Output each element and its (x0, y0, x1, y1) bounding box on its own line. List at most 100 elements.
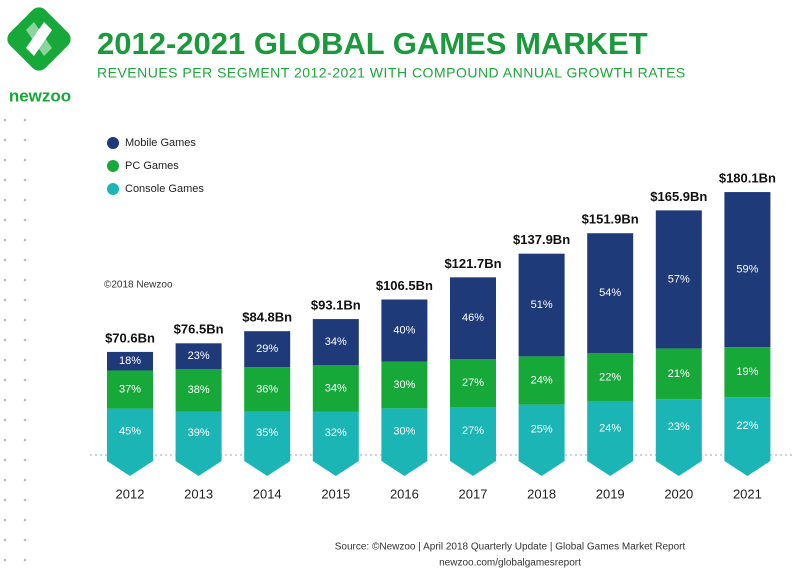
decor-dot (23, 558, 27, 562)
logo-mark (26, 22, 52, 56)
legend-label: Mobile Games (125, 137, 196, 149)
decor-dot (3, 518, 7, 522)
decor-dot (23, 458, 27, 462)
bar-segment (518, 356, 565, 405)
x-tick-label: 2017 (459, 486, 488, 501)
decor-dot (3, 178, 7, 182)
segment-label: 34% (325, 382, 347, 394)
decor-dot (3, 158, 7, 162)
segment-label: 23% (668, 421, 690, 433)
bar-segment (107, 351, 153, 371)
bar-chevron (312, 454, 359, 476)
bar-segment (450, 407, 496, 455)
bar-chevron (655, 454, 702, 476)
bar-segment (244, 367, 291, 412)
segment-label: 30% (393, 379, 415, 391)
legend-swatch (107, 183, 119, 195)
bar-segment (587, 401, 634, 455)
logo (7, 7, 71, 71)
segment-label: 23% (188, 350, 210, 362)
segment-label: 24% (599, 422, 621, 434)
total-label: $165.9Bn (650, 189, 707, 204)
bar-segment (587, 233, 634, 353)
segment-label: 34% (325, 336, 347, 348)
bar-segment (518, 253, 565, 357)
total-label: $106.5Bn (376, 278, 433, 293)
segment-label: 18% (119, 355, 141, 367)
bar-segment (381, 408, 428, 455)
decor-dot (3, 438, 7, 442)
segment-label: 38% (188, 384, 210, 396)
bar-chevron (381, 454, 428, 476)
legend-swatch (107, 160, 119, 172)
x-tick-label: 2021 (733, 486, 762, 501)
decor-dot (3, 358, 7, 362)
decor-dot (23, 198, 27, 202)
decor-dot (23, 218, 27, 222)
decor-dot (23, 398, 27, 402)
bar-segment (450, 277, 496, 360)
segment-label: 24% (531, 374, 553, 386)
decor-dot (3, 458, 7, 462)
x-tick-label: 2013 (184, 486, 213, 501)
decor-dot (3, 558, 7, 562)
total-label: $93.1Bn (311, 298, 361, 313)
bar-chevron (724, 454, 771, 476)
decor-dot (23, 118, 27, 122)
bar-segment (655, 210, 702, 349)
total-label: $137.9Bn (513, 232, 570, 247)
bar-segment (450, 359, 496, 408)
decor-dot (3, 138, 7, 142)
segment-label: 32% (325, 427, 347, 439)
bar-segment (312, 411, 359, 455)
decor-dot (3, 398, 7, 402)
brand-name: newzoo (9, 86, 71, 105)
segment-label: 45% (119, 426, 141, 438)
bar-chevron (244, 454, 291, 476)
bar-segment (175, 411, 222, 455)
segment-label: 25% (531, 424, 553, 436)
bar-segment (724, 397, 771, 455)
bar-segment (312, 365, 359, 412)
chart-title: 2012-2021 GLOBAL GAMES MARKET (97, 26, 648, 61)
bar-segment (587, 352, 634, 402)
bar-segment (107, 408, 153, 455)
x-tick-label: 2012 (116, 486, 145, 501)
decor-dot (23, 498, 27, 502)
bar-segment (107, 370, 153, 409)
bar-segment (381, 361, 428, 409)
decor-dot (3, 538, 7, 542)
total-label: $121.7Bn (444, 256, 501, 271)
bar-segment (655, 348, 702, 400)
segment-label: 39% (188, 427, 210, 439)
total-label: $151.9Bn (582, 212, 639, 227)
bar-segment (312, 319, 359, 366)
legend-swatch (107, 137, 119, 149)
total-label: $70.6Bn (105, 330, 155, 345)
decor-dot (23, 298, 27, 302)
segment-label: 36% (256, 383, 278, 395)
x-tick-label: 2016 (390, 486, 419, 501)
decor-dot (23, 378, 27, 382)
bar-chevron (587, 454, 634, 476)
x-tick-label: 2018 (527, 486, 556, 501)
bar-segment (175, 368, 222, 412)
segment-label: 30% (393, 426, 415, 438)
bar-segment (655, 399, 702, 455)
decor-dot (3, 418, 7, 422)
bar-chevron (107, 454, 153, 476)
segment-label: 54% (599, 287, 621, 299)
decor-dot (23, 478, 27, 482)
bar-segment (175, 343, 222, 369)
decor-dot (3, 238, 7, 242)
segment-label: 35% (256, 427, 278, 439)
x-tick-label: 2014 (253, 486, 282, 501)
decor-dot (23, 278, 27, 282)
decor-dot (23, 258, 27, 262)
segment-label: 51% (531, 299, 553, 311)
segment-label: 40% (393, 325, 415, 337)
decor-dot (3, 298, 7, 302)
decor-dot (23, 238, 27, 242)
segment-label: 29% (256, 343, 278, 355)
decor-dot (3, 378, 7, 382)
